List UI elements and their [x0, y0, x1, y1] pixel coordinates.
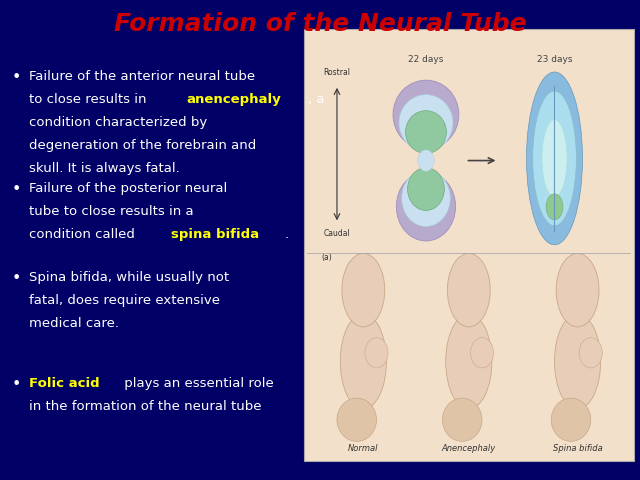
Text: skull. It is always fatal.: skull. It is always fatal.	[29, 162, 180, 175]
Text: Rostral: Rostral	[323, 68, 351, 77]
Text: condition characterized by: condition characterized by	[29, 116, 207, 129]
Text: •: •	[12, 377, 21, 392]
Text: 22 days: 22 days	[408, 55, 444, 63]
Text: Anencephaly: Anencephaly	[442, 444, 496, 453]
Ellipse shape	[442, 398, 482, 442]
Text: Formation of the Neural Tube: Formation of the Neural Tube	[114, 12, 526, 36]
Text: , a: , a	[308, 93, 324, 106]
Ellipse shape	[406, 111, 446, 154]
Ellipse shape	[546, 194, 563, 220]
Text: spina bifida: spina bifida	[171, 228, 259, 241]
Text: •: •	[12, 70, 21, 84]
Text: •: •	[12, 182, 21, 197]
Text: plays an essential role: plays an essential role	[120, 377, 274, 390]
Text: in the formation of the neural tube: in the formation of the neural tube	[29, 400, 261, 413]
Text: condition called: condition called	[29, 228, 139, 241]
Text: Folic acid: Folic acid	[29, 377, 99, 390]
Text: Spina bifida, while usually not: Spina bifida, while usually not	[29, 271, 229, 284]
Ellipse shape	[342, 253, 385, 327]
Ellipse shape	[470, 338, 493, 368]
FancyBboxPatch shape	[304, 29, 634, 461]
Ellipse shape	[337, 398, 376, 442]
Ellipse shape	[402, 170, 451, 227]
Text: tube to close results in a: tube to close results in a	[29, 205, 193, 218]
Ellipse shape	[340, 314, 387, 409]
Ellipse shape	[527, 72, 582, 245]
Text: (a): (a)	[322, 253, 332, 262]
Ellipse shape	[542, 120, 567, 197]
Text: fatal, does require extensive: fatal, does require extensive	[29, 294, 220, 307]
Text: .: .	[285, 228, 289, 241]
Ellipse shape	[579, 338, 602, 368]
Ellipse shape	[418, 150, 434, 171]
Text: Spina bifida: Spina bifida	[553, 444, 602, 453]
Text: medical care.: medical care.	[29, 317, 119, 330]
Text: degeneration of the forebrain and: degeneration of the forebrain and	[29, 139, 256, 152]
Text: Failure of the posterior neural: Failure of the posterior neural	[29, 182, 227, 195]
Text: to close results in: to close results in	[29, 93, 150, 106]
Text: •: •	[12, 271, 21, 286]
Text: Caudal: Caudal	[324, 229, 350, 238]
Ellipse shape	[393, 80, 459, 149]
Text: anencephaly: anencephaly	[186, 93, 281, 106]
Text: 23 days: 23 days	[537, 55, 572, 63]
Ellipse shape	[396, 172, 456, 241]
Ellipse shape	[447, 253, 490, 327]
Ellipse shape	[532, 91, 577, 226]
Ellipse shape	[445, 314, 492, 409]
Text: Failure of the anterior neural tube: Failure of the anterior neural tube	[29, 70, 255, 83]
Ellipse shape	[365, 338, 388, 368]
Ellipse shape	[408, 168, 444, 210]
Ellipse shape	[551, 398, 591, 442]
Ellipse shape	[554, 314, 600, 409]
Ellipse shape	[399, 95, 453, 151]
Ellipse shape	[556, 253, 599, 327]
Text: Normal: Normal	[348, 444, 379, 453]
